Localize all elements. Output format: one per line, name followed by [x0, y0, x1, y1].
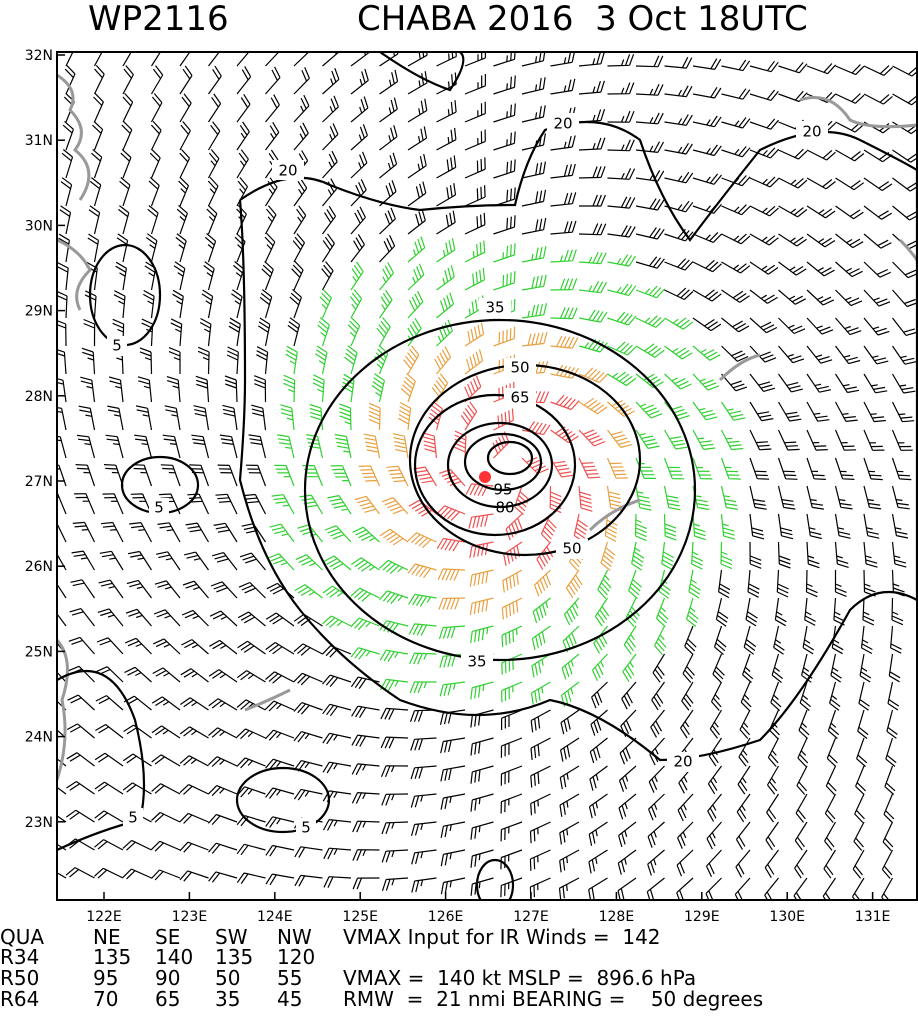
lat-label: 25N [25, 644, 53, 660]
table-cell: 35 [215, 987, 240, 1011]
table-cell: R64 [0, 987, 39, 1011]
table-cell: 70 [93, 987, 118, 1011]
contour-label: 35 [467, 653, 486, 671]
info-line: VMAX Input for IR Winds = 142 [343, 925, 661, 949]
lat-label: 30N [25, 218, 53, 234]
lat-label: 27N [25, 474, 53, 490]
lon-label: 122E [86, 909, 122, 925]
contour-label: 50 [562, 540, 581, 558]
lon-label: 126E [428, 909, 464, 925]
contour-label: 5 [128, 809, 138, 827]
title-left: WP2116 [88, 0, 229, 39]
contour-label: 20 [802, 123, 821, 141]
lon-label: 130E [769, 909, 805, 925]
contour-label: 20 [553, 115, 572, 133]
lat-label: 24N [25, 730, 53, 746]
contour-label: 65 [510, 389, 529, 407]
lat-label: 26N [25, 559, 53, 575]
lon-label: 125E [342, 909, 378, 925]
lat-label: 23N [25, 815, 53, 831]
contour-label: 95 [493, 481, 512, 499]
contour-label: 5 [301, 819, 311, 837]
contour-label: 20 [673, 753, 692, 771]
table-cell: 45 [277, 987, 302, 1011]
lon-label: 123E [172, 909, 208, 925]
contour-label: 5 [112, 337, 122, 355]
title-right: CHABA 2016 3 Oct 18UTC [357, 0, 808, 39]
lat-label: 31N [25, 133, 53, 149]
contour-label: 35 [485, 299, 504, 317]
lat-label: 29N [25, 304, 53, 320]
lat-label: 32N [25, 48, 53, 64]
lon-label: 128E [599, 909, 635, 925]
contour-label: 80 [495, 499, 514, 517]
lon-label: 129E [684, 909, 720, 925]
contour-label: 5 [154, 499, 164, 517]
contour-label: 20 [278, 162, 297, 180]
lon-label: 127E [513, 909, 549, 925]
lon-label: 124E [257, 909, 293, 925]
contour-label: 50 [510, 359, 529, 377]
table-cell: 65 [155, 987, 180, 1011]
storm-center [479, 471, 491, 483]
lat-label: 28N [25, 389, 53, 405]
lon-label: 131E [855, 909, 891, 925]
info-line: RMW = 21 nmi BEARING = 50 degrees [343, 987, 763, 1011]
